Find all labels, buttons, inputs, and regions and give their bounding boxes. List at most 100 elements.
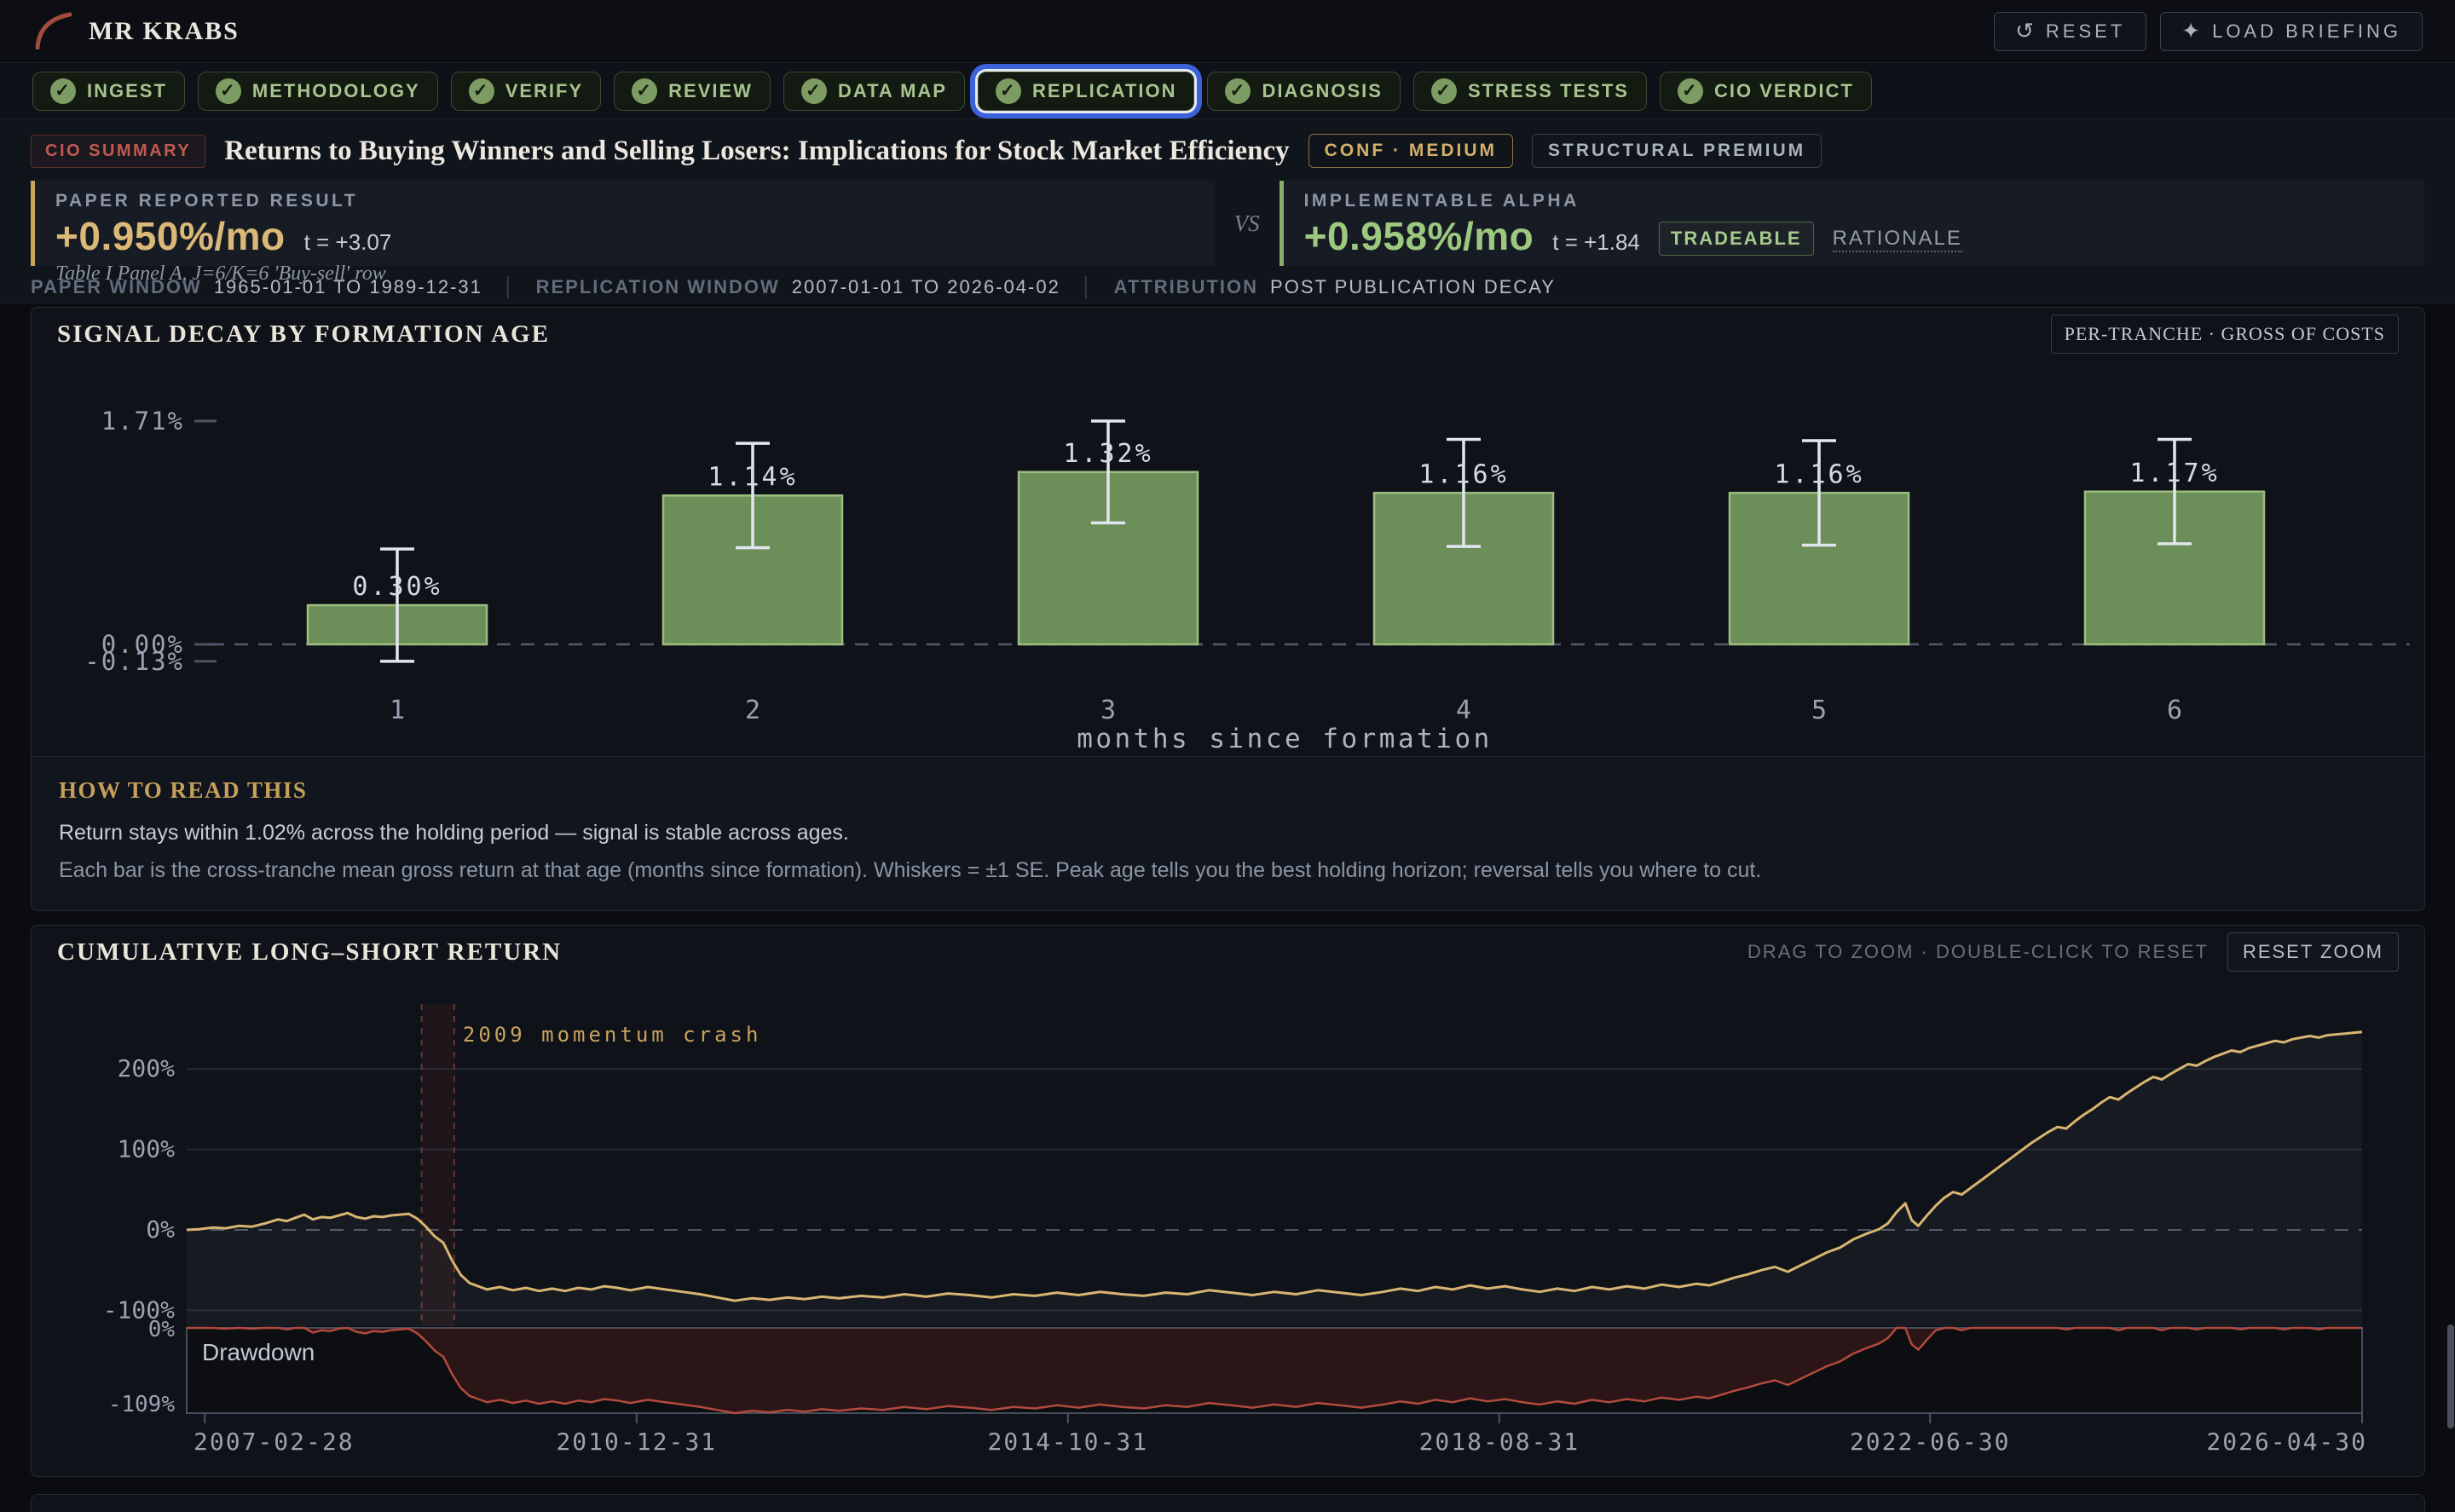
check-circle-icon: ✓: [215, 78, 241, 104]
x-date-label: 2014-10-31: [988, 1428, 1149, 1456]
cumulative-area-fill: [187, 1032, 2362, 1326]
x-category-label: 6: [2167, 695, 2182, 725]
page-scrollbar-thumb[interactable]: [2447, 1324, 2454, 1428]
paper-result-label: PAPER REPORTED RESULT: [55, 191, 359, 211]
rationale-link[interactable]: RATIONALE: [1832, 227, 1962, 252]
implementable-alpha-card: IMPLEMENTABLE ALPHA +0.958%/mo t = +1.84…: [1279, 181, 2424, 266]
check-circle-icon: ✓: [1430, 78, 1457, 104]
check-circle-icon: ✓: [50, 78, 76, 104]
drawdown-area-fill: [187, 1328, 2362, 1413]
reset-button[interactable]: ↺ RESET: [1994, 11, 2147, 51]
meta-label: REPLICATION WINDOW: [535, 276, 780, 297]
alpha-label: IMPLEMENTABLE ALPHA: [1303, 191, 1580, 211]
x-axis-label: months since formation: [1077, 724, 1493, 754]
cumulative-return-panel: CUMULATIVE LONG–SHORT RETURN DRAG TO ZOO…: [31, 925, 2425, 1477]
brand-title: MR KRABS: [89, 16, 240, 45]
meta-label: PAPER WINDOW: [31, 276, 202, 297]
how-to-read-box: HOW TO READ THIS Return stays within 1.0…: [32, 756, 2424, 910]
reset-zoom-button[interactable]: RESET ZOOM: [2227, 932, 2399, 972]
cumulative-panel-title: CUMULATIVE LONG–SHORT RETURN: [57, 938, 563, 966]
tab-label: CIO VERDICT: [1713, 79, 1854, 101]
load-briefing-button[interactable]: ✦ LOAD BRIEFING: [2160, 11, 2423, 51]
result-cards-row: PAPER REPORTED RESULT +0.950%/mo t = +3.…: [31, 181, 2424, 285]
bar-value-label: 1.32%: [1063, 439, 1152, 469]
check-circle-icon: ✓: [632, 78, 658, 104]
y-tick-label: 1.71%: [101, 407, 184, 436]
x-date-label: 2022-06-30: [1850, 1428, 2011, 1456]
tab-stress-tests[interactable]: ✓ STRESS TESTS: [1412, 71, 1647, 111]
next-panel-sliver: [31, 1494, 2425, 1512]
tab-label: STRESS TESTS: [1467, 79, 1629, 101]
drawdown-label: Drawdown: [202, 1339, 315, 1365]
tab-methodology[interactable]: ✓ METHODOLOGY: [197, 71, 438, 111]
structural-premium-badge: STRUCTURAL PREMIUM: [1532, 134, 1822, 168]
check-circle-icon: ✓: [1225, 78, 1251, 104]
tab-diagnosis[interactable]: ✓ DIAGNOSIS: [1207, 71, 1401, 111]
drawdown-line: [187, 1326, 2362, 1415]
paper-source-note: Table I Panel A, J=6/K=6 'Buy-sell' row: [55, 263, 386, 285]
bar-value-label: 1.14%: [708, 462, 797, 492]
check-circle-icon: ✓: [995, 78, 1021, 104]
y-tick-label: -0.13%: [84, 647, 184, 676]
meta-value: POST PUBLICATION DECAY: [1270, 276, 1556, 297]
summary-title-row: CIO SUMMARY Returns to Buying Winners an…: [31, 131, 2424, 170]
tab-review[interactable]: ✓ REVIEW: [614, 71, 771, 111]
signal-decay-bar-chart: 1.71% 0.00%-0.13% 0.30% 1 1.14% 2 1.32% 3 1.16% 4…: [84, 407, 2410, 754]
tab-label: REPLICATION: [1031, 79, 1177, 101]
confidence-badge: CONF · MEDIUM: [1308, 134, 1513, 168]
x-date-label: 2026-04-30: [2206, 1428, 2367, 1456]
top-header: MR KRABS ↺ RESET ✦ LOAD BRIEFING: [0, 0, 2455, 63]
y-tick-label: 200%: [118, 1054, 176, 1082]
drawdown-y-tick-label: 0%: [148, 1317, 176, 1342]
how-to-read-summary: Return stays within 1.02% across the hol…: [59, 821, 849, 845]
cio-summary-band: CIO SUMMARY Returns to Buying Winners an…: [0, 120, 2455, 303]
check-circle-icon: ✓: [468, 78, 494, 104]
cumulative-panel-header: CUMULATIVE LONG–SHORT RETURN DRAG TO ZOO…: [32, 926, 2424, 978]
x-category-label: 4: [1456, 695, 1471, 725]
zoom-hint-text: DRAG TO ZOOM · DOUBLE-CLICK TO RESET: [1747, 941, 2209, 962]
tab-ingest[interactable]: ✓ INGEST: [32, 71, 185, 111]
tab-data-map[interactable]: ✓ DATA MAP: [783, 71, 965, 111]
x-category-label: 5: [1811, 695, 1827, 725]
check-circle-icon: ✓: [1677, 78, 1703, 104]
paper-title: Returns to Buying Winners and Selling Lo…: [224, 135, 1290, 166]
decay-mode-chip: PER-TRANCHE · GROSS OF COSTS: [2050, 315, 2399, 354]
cumulative-line: [186, 1030, 2363, 1302]
cio-summary-badge: CIO SUMMARY: [31, 134, 206, 168]
cumulative-return-line-chart[interactable]: 200%100%0%-100%2009 momentum crash0%-109…: [32, 985, 2425, 1463]
y-tick-label: 100%: [118, 1135, 176, 1163]
crash-annotation: 2009 momentum crash: [463, 1023, 762, 1047]
tab-label: REVIEW: [668, 79, 753, 101]
decay-panel-header: SIGNAL DECAY BY FORMATION AGE PER-TRANCH…: [32, 308, 2424, 361]
x-date-label: 2007-02-28: [194, 1428, 355, 1456]
tab-label: VERIFY: [505, 79, 584, 101]
tab-label: METHODOLOGY: [251, 79, 420, 101]
tab-label: INGEST: [87, 79, 167, 101]
how-to-read-detail: Each bar is the cross-tranche mean gross…: [59, 858, 1762, 882]
load-briefing-label: LOAD BRIEFING: [2212, 20, 2401, 42]
meta-label: ATTRIBUTION: [1113, 276, 1259, 297]
tab-label: DATA MAP: [837, 79, 947, 101]
x-category-label: 2: [745, 695, 760, 725]
meta-value: 1965-01-01 TO 1989-12-31: [213, 276, 482, 297]
bar-value-label: 1.16%: [1418, 459, 1508, 489]
reset-circular-arrow-icon: ↺: [2015, 18, 2034, 43]
signal-decay-panel: SIGNAL DECAY BY FORMATION AGE PER-TRANCH…: [31, 307, 2425, 911]
brand: MR KRABS: [32, 9, 240, 54]
tab-cio-verdict[interactable]: ✓ CIO VERDICT: [1659, 71, 1872, 111]
tab-replication[interactable]: ✓ REPLICATION: [977, 71, 1195, 111]
y-tick-label: 0%: [146, 1215, 175, 1244]
y-tick-label: -100%: [103, 1296, 175, 1324]
header-actions: ↺ RESET ✦ LOAD BRIEFING: [1994, 11, 2423, 51]
x-date-label: 2010-12-31: [556, 1428, 717, 1456]
x-date-label: 2018-08-31: [1419, 1428, 1580, 1456]
tab-verify[interactable]: ✓ VERIFY: [450, 71, 602, 111]
bar-value-label: 1.17%: [2129, 459, 2219, 488]
brand-logo-arc-icon: [32, 9, 73, 54]
alpha-value: +0.958%/mo: [1303, 214, 1534, 258]
paper-result-value: +0.950%/mo: [55, 214, 286, 258]
tradeable-badge: TRADEABLE: [1658, 222, 1814, 256]
workflow-tabbar: ✓ INGEST ✓ METHODOLOGY ✓ VERIFY ✓ REVIEW ✓ DATA M…: [0, 63, 2455, 119]
meta-separator: │: [502, 276, 516, 297]
